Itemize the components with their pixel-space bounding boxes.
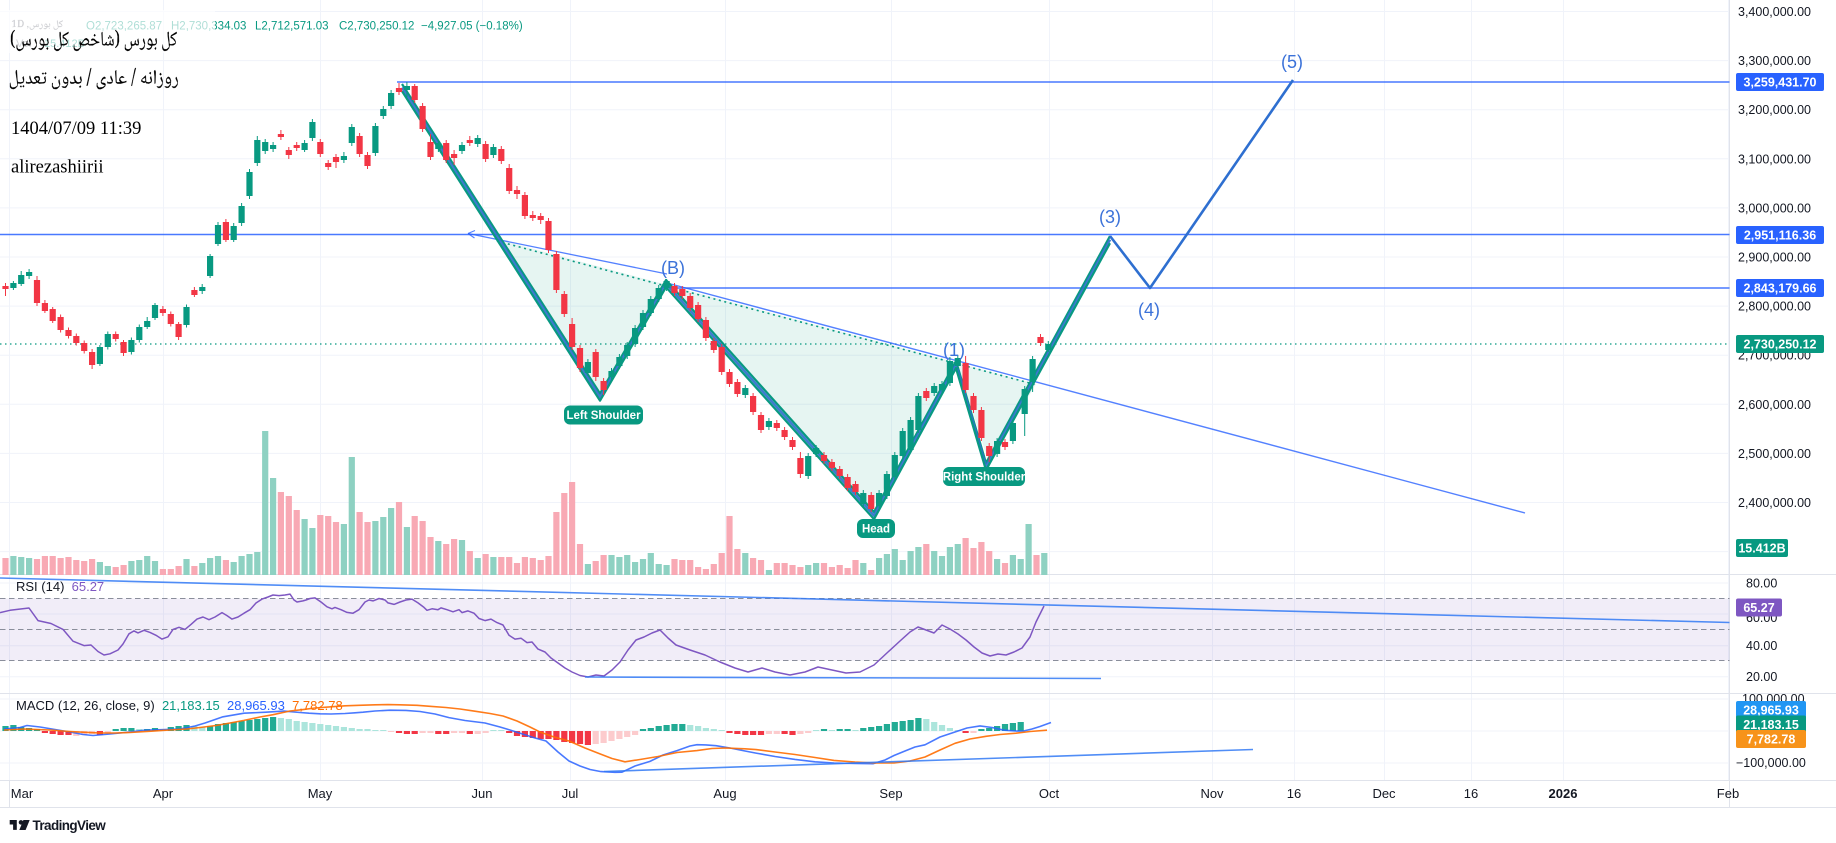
- svg-text:MACD (12, 26, close, 9) 21,18: MACD (12, 26, close, 9) 21,183.15 28,965…: [16, 698, 343, 713]
- svg-text:3,100,000.00: 3,100,000.00: [1738, 152, 1811, 166]
- svg-text:20.00: 20.00: [1746, 670, 1777, 684]
- svg-text:May: May: [308, 786, 333, 801]
- svg-text:2,600,000.00: 2,600,000.00: [1738, 398, 1811, 412]
- svg-text:(3): (3): [1099, 207, 1121, 227]
- svg-text:2,730,250.12: 2,730,250.12: [1744, 338, 1817, 352]
- svg-text:L2,712,571.03: L2,712,571.03: [255, 21, 329, 33]
- svg-text:40.00: 40.00: [1746, 639, 1777, 653]
- svg-text:(5): (5): [1281, 52, 1303, 72]
- svg-text:2,951,116.36: 2,951,116.36: [1744, 229, 1816, 243]
- svg-text:Head: Head: [862, 524, 890, 536]
- svg-text:(1): (1): [943, 340, 965, 360]
- svg-text:Sep: Sep: [879, 786, 902, 801]
- svg-text:Jun: Jun: [472, 786, 493, 801]
- svg-text:2026: 2026: [1549, 786, 1578, 801]
- svg-text:Left Shoulder: Left Shoulder: [566, 410, 641, 422]
- svg-text:3,200,000.00: 3,200,000.00: [1738, 103, 1811, 117]
- svg-text:RSI (14) 65.27: RSI (14) 65.27: [16, 579, 104, 594]
- svg-text:Nov: Nov: [1200, 786, 1224, 801]
- svg-text:Apr: Apr: [153, 786, 174, 801]
- svg-text:80.00: 80.00: [1746, 577, 1777, 591]
- svg-text:65.27: 65.27: [1743, 601, 1774, 615]
- svg-text:Jul: Jul: [562, 786, 579, 801]
- svg-text:Oct: Oct: [1039, 786, 1060, 801]
- svg-text:3,400,000.00: 3,400,000.00: [1738, 5, 1811, 19]
- svg-text:Mar: Mar: [11, 786, 34, 801]
- svg-text:16: 16: [1464, 786, 1478, 801]
- svg-text:−4,927.05 (−0.18%): −4,927.05 (−0.18%): [421, 21, 523, 33]
- svg-text:28,965.93: 28,965.93: [1743, 704, 1799, 718]
- svg-text:(4): (4): [1138, 300, 1160, 320]
- svg-text:16: 16: [1287, 786, 1301, 801]
- svg-text:3,300,000.00: 3,300,000.00: [1738, 54, 1811, 68]
- svg-text:2,400,000.00: 2,400,000.00: [1738, 496, 1811, 510]
- svg-text:TradingView: TradingView: [33, 818, 107, 833]
- svg-text:3,000,000.00: 3,000,000.00: [1738, 201, 1811, 215]
- svg-text:Dec: Dec: [1372, 786, 1396, 801]
- svg-text:alirezashiirii: alirezashiirii: [11, 158, 103, 178]
- svg-text:2,900,000.00: 2,900,000.00: [1738, 251, 1811, 265]
- svg-text:21,183.15: 21,183.15: [1743, 718, 1799, 732]
- svg-text:7,782.78: 7,782.78: [1747, 733, 1796, 747]
- svg-text:2,800,000.00: 2,800,000.00: [1738, 300, 1811, 314]
- svg-text:Right Shoulder: Right Shoulder: [943, 472, 1026, 484]
- svg-text:2,500,000.00: 2,500,000.00: [1738, 447, 1811, 461]
- svg-text:C2,730,250.12: C2,730,250.12: [339, 21, 414, 33]
- svg-text:3,259,431.70: 3,259,431.70: [1744, 76, 1817, 90]
- svg-text:2,843,179.66: 2,843,179.66: [1744, 282, 1817, 296]
- svg-text:(B): (B): [661, 258, 685, 278]
- svg-text:15.412B: 15.412B: [1738, 542, 1785, 556]
- svg-text:1404/07/09 11:39: 1404/07/09 11:39: [11, 119, 141, 139]
- svg-text:Aug: Aug: [713, 786, 736, 801]
- svg-text:−100,000.00: −100,000.00: [1736, 756, 1806, 770]
- svg-text:Feb: Feb: [1717, 786, 1739, 801]
